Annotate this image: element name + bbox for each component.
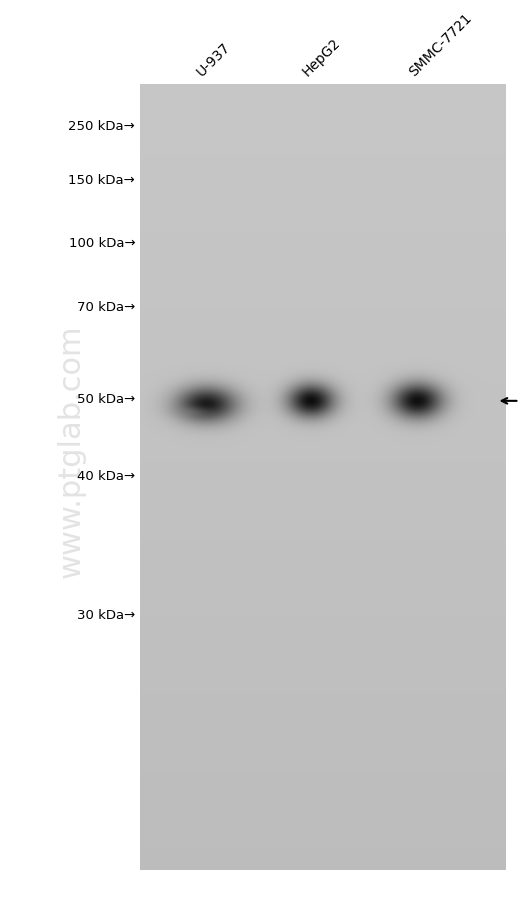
Text: www.ptglab.com: www.ptglab.com [57,325,86,577]
Text: 150 kDa→: 150 kDa→ [68,174,135,187]
Text: 100 kDa→: 100 kDa→ [68,237,135,250]
Text: U-937: U-937 [194,41,233,79]
Text: 40 kDa→: 40 kDa→ [77,470,135,483]
Text: 30 kDa→: 30 kDa→ [77,609,135,621]
Text: SMMC-7721: SMMC-7721 [406,11,474,79]
Text: 50 kDa→: 50 kDa→ [77,392,135,405]
Text: 70 kDa→: 70 kDa→ [77,300,135,313]
Text: HepG2: HepG2 [300,36,343,79]
Text: 250 kDa→: 250 kDa→ [68,120,135,133]
